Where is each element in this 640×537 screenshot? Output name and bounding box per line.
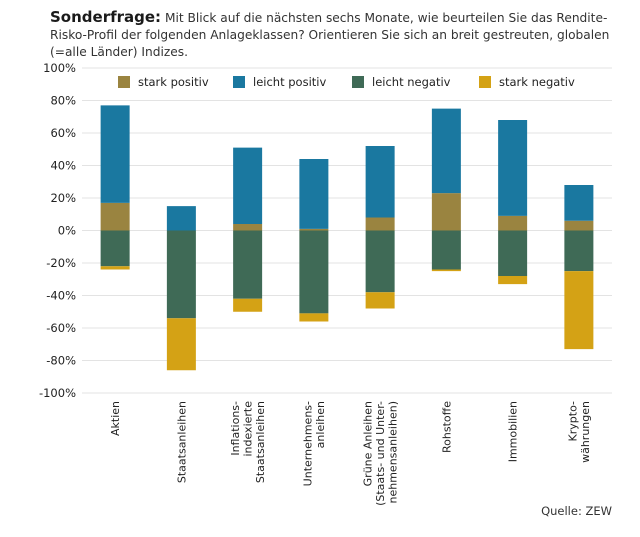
bar-segment xyxy=(233,298,263,312)
bar-segment xyxy=(365,230,395,293)
x-tick-label: Immobilien xyxy=(507,401,520,462)
bar-segment xyxy=(299,228,329,231)
y-tick-label: 40% xyxy=(50,159,76,173)
x-tick-label: Staatsanleihen xyxy=(254,401,267,483)
bar-segment xyxy=(431,108,461,194)
bar-segment xyxy=(365,146,395,218)
y-tick-label: 80% xyxy=(50,94,76,108)
y-tick-label: -20% xyxy=(46,256,76,270)
y-tick-label: -100% xyxy=(39,386,76,400)
legend-swatch xyxy=(352,76,364,88)
x-category-label: Inflations-indexierte Staatsanleihen xyxy=(229,401,267,483)
x-category-label: Grüne Anleihen (Staats- und Unter-nehmens… xyxy=(362,401,400,506)
bar-segment xyxy=(498,120,528,216)
y-tick-label: 20% xyxy=(50,191,76,205)
bar-segment xyxy=(166,206,196,231)
bar-segment xyxy=(166,318,196,371)
legend-label: leicht positiv xyxy=(253,75,326,89)
x-tick-label: Unternehmens- xyxy=(302,401,315,486)
legend-swatch xyxy=(479,76,491,88)
x-category-label: Aktien xyxy=(109,401,122,436)
heading-lead: Sonderfrage: xyxy=(50,8,162,26)
bar-segment xyxy=(299,230,329,314)
bar-segment xyxy=(100,266,130,270)
bar-segment xyxy=(564,220,594,231)
x-tick-label: Krypto- xyxy=(567,401,580,441)
bar-segment xyxy=(233,224,263,231)
x-tick-label: (Staats- und Unter- xyxy=(374,401,387,506)
bar-segment xyxy=(431,193,461,231)
x-tick-label: indexierte xyxy=(242,401,255,457)
bar-segment xyxy=(166,230,196,319)
bar-segment xyxy=(564,271,594,350)
x-tick-label: Aktien xyxy=(109,401,122,436)
bar-segment xyxy=(100,202,130,231)
bar-segment xyxy=(299,159,329,229)
chart-heading: Sonderfrage: Mit Blick auf die nächsten … xyxy=(50,9,620,61)
legend-swatch xyxy=(118,76,130,88)
x-category-label: Immobilien xyxy=(507,401,520,462)
bar-segment xyxy=(431,230,461,270)
x-tick-label: währungen xyxy=(579,401,592,463)
x-tick-label: Grüne Anleihen xyxy=(362,401,375,486)
x-tick-label: Rohstoffe xyxy=(440,401,453,453)
bar-segment xyxy=(100,230,130,267)
x-category-label: Staatsanleihen xyxy=(175,401,188,483)
x-tick-label: nehmensanleihen) xyxy=(387,401,400,504)
x-category-label: Krypto-währungen xyxy=(567,401,593,463)
legend: stark positiv leicht positiv leicht negati… xyxy=(118,75,575,89)
y-tick-label: 100% xyxy=(43,61,76,75)
y-axis: 100% 80% 60% 40% 20% 0% -20% -40% -60% -80% -100% xyxy=(39,61,76,400)
legend-label: stark negativ xyxy=(499,75,575,89)
legend-label: stark positiv xyxy=(138,75,209,89)
y-tick-label: 60% xyxy=(50,126,76,140)
gridlines xyxy=(82,67,612,394)
bar-segment xyxy=(299,313,329,322)
legend-swatch xyxy=(233,76,245,88)
legend-label: leicht negativ xyxy=(372,75,451,89)
bar-segment xyxy=(498,276,528,285)
bar-segment xyxy=(365,217,395,231)
x-axis: Aktien Staatsanleihen Inflations-indexiert… xyxy=(109,401,592,506)
heading-text: Mit Blick auf die nächsten sechs Monate,… xyxy=(50,11,610,59)
x-tick-label: Inflations- xyxy=(229,401,242,456)
y-tick-label: 0% xyxy=(58,224,76,238)
bar-segment xyxy=(233,147,263,224)
source-note: Quelle: ZEW xyxy=(541,504,612,518)
bar-segment xyxy=(564,230,594,272)
x-category-label: Unternehmens-anleihen xyxy=(302,401,328,486)
x-category-label: Rohstoffe xyxy=(440,401,453,453)
bar-segment xyxy=(564,185,594,221)
x-tick-label: anleihen xyxy=(314,401,327,448)
bar-segment xyxy=(498,230,528,276)
bar-segment xyxy=(233,230,263,299)
y-tick-label: -60% xyxy=(46,321,76,335)
y-tick-label: -40% xyxy=(46,289,76,303)
bars xyxy=(100,105,594,371)
y-tick-label: -80% xyxy=(46,354,76,368)
bar-segment xyxy=(431,269,461,272)
bar-segment xyxy=(365,292,395,309)
x-tick-label: Staatsanleihen xyxy=(175,401,188,483)
bar-segment xyxy=(100,105,130,203)
bar-segment xyxy=(498,215,528,231)
